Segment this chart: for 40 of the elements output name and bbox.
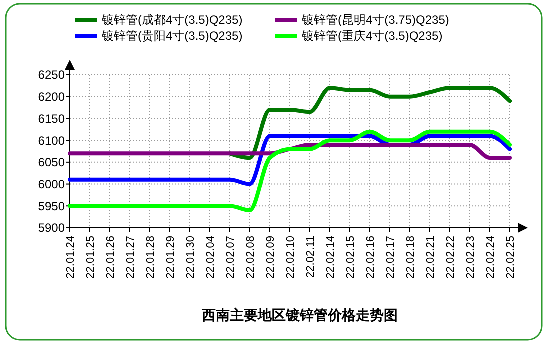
x-tick-label: 22.01.24 [65, 236, 77, 279]
line-series [68, 142, 512, 160]
legend-label: 镀锌管(昆明4寸(3.75)Q235) [301, 13, 450, 28]
legend-label: 镀锌管(贵阳4寸(3.5)Q235) [101, 29, 243, 44]
x-tick-label: 22.01.30 [185, 236, 197, 279]
x-tick-label: 22.02.17 [385, 236, 397, 279]
y-tick-label: 6200 [38, 90, 66, 104]
x-tick-label: 22.02.08 [245, 236, 257, 279]
x-tick-label: 22.02.21 [425, 236, 437, 279]
legend-label: 镀锌管(重庆4寸(3.5)Q235) [301, 29, 443, 44]
x-tick-label: 22.02.23 [465, 236, 477, 279]
text: 西南主要地区镀锌管价格走势图 [201, 307, 398, 323]
y-tick-label: 6150 [38, 112, 66, 126]
x-tick-label: 22.02.18 [405, 236, 417, 279]
x-tick-label: 22.02.16 [365, 236, 377, 279]
line-series [228, 86, 512, 160]
line-series [68, 134, 512, 186]
line-series [68, 130, 512, 213]
x-tick-label: 22.02.25 [505, 236, 517, 279]
x-tick-label: 22.01.27 [125, 236, 137, 279]
x-tick-label: 22.02.04 [205, 236, 217, 279]
legend-label: 镀锌管(成都4寸(3.5)Q235) [101, 13, 243, 28]
x-tick-label: 22.01.26 [105, 236, 117, 279]
x-tick-label: 22.01.28 [145, 236, 157, 279]
x-tick-label: 22.02.10 [285, 236, 297, 279]
x-tick-label: 22.02.07 [225, 236, 237, 279]
y-tick-label: 6000 [38, 177, 66, 192]
x-tick-label: 22.02.11 [305, 236, 317, 278]
y-tick-label: 5900 [38, 221, 66, 236]
x-tick-label: 22.02.09 [265, 236, 277, 279]
y-tick-label: 6050 [38, 156, 66, 170]
x-tick-label: 22.02.14 [325, 236, 337, 279]
y-tick-label: 5950 [38, 199, 66, 214]
x-tick-label: 22.02.24 [485, 236, 497, 279]
x-tick-label: 22.01.29 [165, 236, 177, 279]
x-tick-label: 22.02.22 [445, 236, 457, 279]
y-tick-label: 6100 [38, 134, 66, 148]
x-tick-label: 22.02.15 [345, 236, 357, 279]
y-tick-label: 6250 [38, 68, 66, 82]
x-tick-label: 22.01.25 [85, 236, 97, 279]
